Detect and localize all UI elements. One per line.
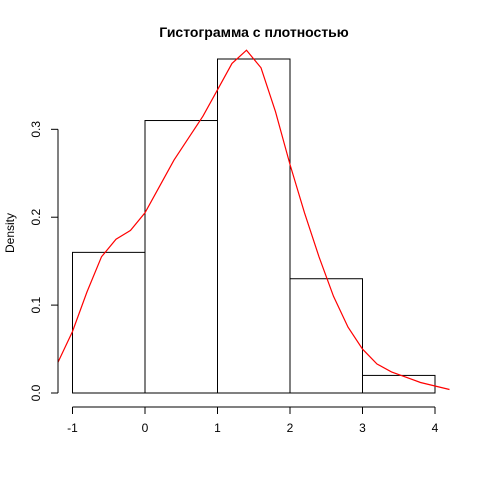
y-tick-label: 0.0 (29, 384, 43, 401)
x-tick-label: 0 (142, 421, 149, 435)
histogram-bars (72, 58, 436, 394)
histogram-bar-0 (72, 251, 146, 394)
y-axis-label: Density (3, 213, 17, 253)
chart-title: Гистограмма с плотностью (159, 24, 349, 40)
histogram-bar-2 (217, 58, 291, 394)
histogram-bar-3 (289, 278, 363, 394)
y-tick-label: 0.1 (29, 296, 43, 313)
density-curve-layer (57, 49, 450, 391)
histogram-bar-1 (144, 120, 218, 394)
y-tick-label: 0.3 (29, 121, 43, 138)
density-curve (57, 49, 450, 391)
x-tick-label: 4 (432, 421, 439, 435)
x-tick-label: 3 (359, 421, 366, 435)
x-axis: -1 0 1 2 3 4 (67, 406, 439, 435)
y-tick-label: 0.2 (29, 209, 43, 226)
x-tick-label: 2 (287, 421, 294, 435)
histogram-bar-4 (362, 374, 436, 394)
x-tick-label: 1 (214, 421, 221, 435)
y-axis: 0.0 0.1 0.2 0.3 (29, 121, 59, 401)
x-tick-label: -1 (67, 421, 78, 435)
